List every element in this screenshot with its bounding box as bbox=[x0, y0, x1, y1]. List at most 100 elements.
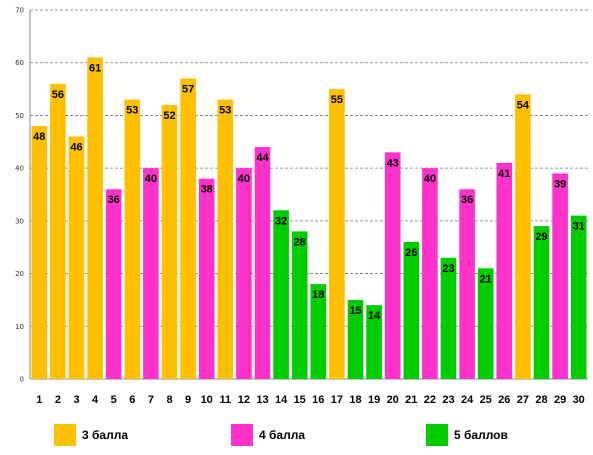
bar-3 bbox=[68, 136, 85, 379]
bar-17 bbox=[329, 89, 345, 380]
data-label-8: 52 bbox=[163, 110, 175, 122]
x-tick-label-16: 16 bbox=[312, 394, 324, 406]
data-label-11: 53 bbox=[219, 105, 231, 117]
x-tick-label-27: 27 bbox=[517, 394, 529, 406]
y-tick-label-10: 10 bbox=[15, 323, 24, 331]
data-label-4: 61 bbox=[89, 62, 101, 74]
x-tick-label-22: 22 bbox=[424, 394, 436, 406]
data-label-9: 57 bbox=[182, 84, 194, 96]
legend-swatch-3 bbox=[54, 424, 76, 446]
x-tick-label-6: 6 bbox=[129, 394, 135, 406]
legend-item-5: 5 баллов bbox=[426, 424, 508, 446]
data-label-2: 56 bbox=[52, 89, 64, 101]
x-tick-label-3: 3 bbox=[73, 394, 79, 406]
bar-4 bbox=[87, 57, 103, 379]
y-tick-label-0: 0 bbox=[20, 376, 24, 384]
bar-21 bbox=[403, 241, 420, 379]
data-label-16: 18 bbox=[312, 289, 324, 301]
x-tick-label-25: 25 bbox=[480, 394, 492, 406]
x-tick-label-1: 1 bbox=[36, 394, 42, 406]
bar-6 bbox=[124, 99, 141, 379]
data-label-6: 53 bbox=[126, 105, 138, 117]
bar-10 bbox=[198, 178, 215, 379]
bar-16 bbox=[310, 284, 327, 379]
y-axis: 0 10 20 30 40 50 60 70 bbox=[15, 7, 588, 384]
bar-24 bbox=[459, 189, 475, 379]
y-tick-label-30: 30 bbox=[15, 217, 24, 225]
bar-26 bbox=[496, 162, 513, 379]
bar-23 bbox=[440, 257, 457, 379]
y-tick-label-50: 50 bbox=[15, 112, 24, 120]
data-label-20: 43 bbox=[387, 157, 399, 169]
x-tick-label-4: 4 bbox=[92, 394, 99, 406]
legend-item-4: 4 балла bbox=[231, 424, 305, 446]
legend-item-3: 3 балла bbox=[54, 424, 128, 446]
y-tick-label-70: 70 bbox=[15, 7, 24, 15]
data-label-13: 44 bbox=[256, 152, 269, 164]
data-labels: 48 56 46 61 36 53 40 52 57 38 53 40 44 32 28 18 55 15 14 43… bbox=[33, 62, 585, 322]
legend-label-4: 4 балла bbox=[259, 428, 306, 442]
data-label-26: 41 bbox=[498, 168, 510, 180]
data-label-5: 36 bbox=[108, 194, 120, 206]
data-label-17: 55 bbox=[331, 94, 343, 106]
bar-1 bbox=[31, 125, 48, 379]
x-tick-label-17: 17 bbox=[331, 394, 343, 406]
data-label-14: 32 bbox=[275, 215, 287, 227]
y-tick-label-20: 20 bbox=[15, 270, 24, 278]
bar-2 bbox=[50, 83, 66, 380]
legend-swatch-5 bbox=[426, 424, 448, 446]
x-tick-labels: 1 2 3 4 5 6 7 8 9 10 11 12 13 14 15 16 17 18 19 20 21 22 23 24 2… bbox=[36, 394, 585, 406]
legend-swatch-4 bbox=[231, 424, 253, 446]
data-label-24: 36 bbox=[461, 194, 473, 206]
x-tick-label-26: 26 bbox=[498, 394, 510, 406]
data-label-21: 26 bbox=[405, 247, 417, 259]
x-tick-label-2: 2 bbox=[55, 394, 61, 406]
data-label-1: 48 bbox=[33, 131, 45, 143]
x-tick-label-28: 28 bbox=[535, 394, 547, 406]
legend-label-3: 3 балла bbox=[82, 428, 129, 442]
data-label-25: 21 bbox=[480, 273, 492, 285]
data-label-29: 39 bbox=[554, 178, 566, 190]
x-tick-label-14: 14 bbox=[275, 394, 288, 406]
x-tick-label-15: 15 bbox=[294, 394, 306, 406]
bar-20 bbox=[384, 152, 401, 379]
x-tick-label-8: 8 bbox=[166, 394, 172, 406]
bar-9 bbox=[180, 78, 196, 380]
bar-27 bbox=[515, 94, 531, 379]
data-label-22: 40 bbox=[424, 173, 436, 185]
data-label-18: 15 bbox=[349, 305, 361, 317]
x-tick-label-29: 29 bbox=[554, 394, 566, 406]
bar-13 bbox=[254, 147, 271, 379]
y-tick-label-40: 40 bbox=[15, 165, 24, 173]
bar-14 bbox=[273, 210, 289, 379]
x-tick-label-30: 30 bbox=[573, 394, 585, 406]
data-label-30: 31 bbox=[573, 221, 585, 233]
bar-25 bbox=[477, 268, 494, 379]
data-label-28: 29 bbox=[535, 231, 547, 243]
bar-7 bbox=[143, 168, 159, 379]
x-tick-label-10: 10 bbox=[201, 394, 213, 406]
gridlines bbox=[30, 9, 588, 327]
x-tick-label-18: 18 bbox=[349, 394, 361, 406]
data-label-19: 14 bbox=[368, 310, 381, 322]
bar-11 bbox=[217, 99, 234, 379]
data-label-23: 23 bbox=[442, 263, 454, 275]
x-tick-label-5: 5 bbox=[111, 394, 117, 406]
x-tick-label-11: 11 bbox=[219, 394, 231, 406]
data-label-7: 40 bbox=[145, 173, 157, 185]
bar-5 bbox=[105, 189, 122, 379]
bar-30 bbox=[570, 215, 587, 379]
data-label-27: 54 bbox=[517, 99, 530, 111]
data-label-10: 38 bbox=[201, 184, 213, 196]
x-tick-label-24: 24 bbox=[461, 394, 474, 406]
legend-label-5: 5 баллов bbox=[454, 428, 508, 442]
bar-22 bbox=[422, 168, 438, 379]
bar-19 bbox=[366, 305, 382, 379]
x-tick-label-19: 19 bbox=[368, 394, 380, 406]
bars bbox=[31, 57, 587, 380]
bar-28 bbox=[533, 226, 550, 379]
y-tick-label-60: 60 bbox=[15, 59, 24, 67]
x-tick-label-13: 13 bbox=[256, 394, 268, 406]
data-label-3: 46 bbox=[70, 142, 82, 154]
